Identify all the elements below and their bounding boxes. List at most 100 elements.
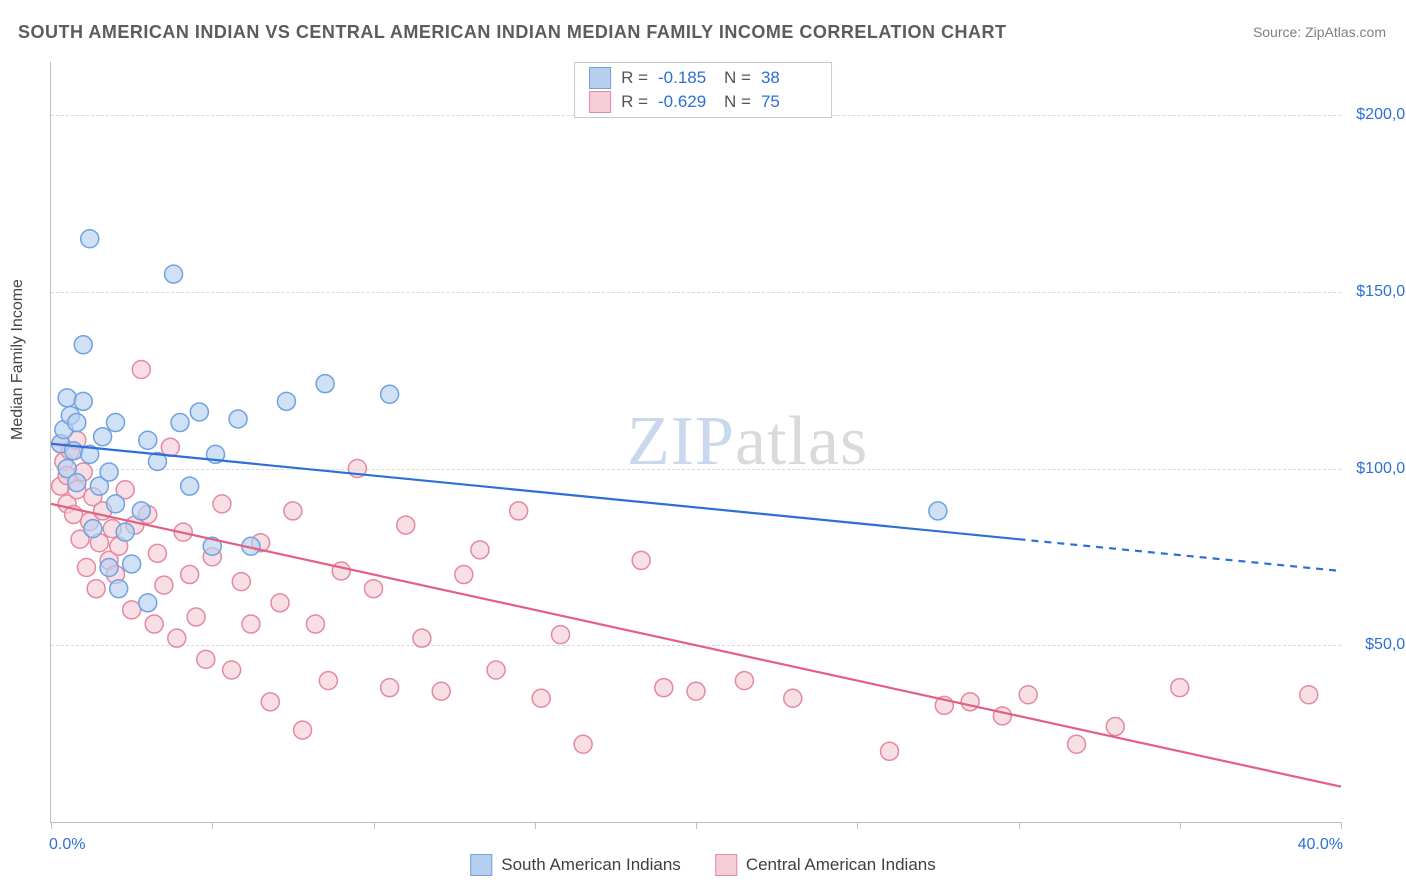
data-point-central (1300, 686, 1318, 704)
data-point-central (655, 679, 673, 697)
data-point-south (381, 385, 399, 403)
data-point-central (319, 672, 337, 690)
data-point-central (181, 566, 199, 584)
x-tick (1341, 822, 1342, 829)
x-tick (1180, 822, 1181, 829)
data-point-central (532, 689, 550, 707)
y-tick-label: $50,000 (1348, 636, 1406, 654)
data-point-south (123, 555, 141, 573)
x-tick (1019, 822, 1020, 829)
stat-n-label: N = (724, 68, 751, 88)
x-tick (374, 822, 375, 829)
data-point-central (735, 672, 753, 690)
data-point-central (168, 629, 186, 647)
data-point-central (397, 516, 415, 534)
data-point-central (132, 361, 150, 379)
data-point-central (223, 661, 241, 679)
data-point-central (77, 558, 95, 576)
source-label: Source: ZipAtlas.com (1253, 24, 1386, 40)
data-point-central (687, 682, 705, 700)
trend-line-dashed-south (1019, 539, 1342, 571)
data-point-south (139, 431, 157, 449)
swatch-central (589, 91, 611, 113)
data-point-south (58, 389, 76, 407)
data-point-central (1106, 718, 1124, 736)
scatter-svg (51, 62, 1341, 822)
data-point-central (148, 544, 166, 562)
data-point-central (471, 541, 489, 559)
data-point-central (294, 721, 312, 739)
data-point-south (68, 414, 86, 432)
legend-item-south: South American Indians (470, 854, 681, 876)
data-point-south (929, 502, 947, 520)
data-point-central (87, 580, 105, 598)
data-point-south (81, 230, 99, 248)
stat-n-central: 75 (761, 92, 817, 112)
data-point-south (190, 403, 208, 421)
swatch-south-legend (470, 854, 492, 876)
y-tick-label: $150,000 (1348, 283, 1406, 301)
data-point-south (171, 414, 189, 432)
data-point-central (187, 608, 205, 626)
data-point-south (165, 265, 183, 283)
data-point-central (161, 438, 179, 456)
y-tick-label: $100,000 (1348, 460, 1406, 478)
data-point-central (961, 693, 979, 711)
data-point-central (365, 580, 383, 598)
stat-r-label: R = (621, 92, 648, 112)
data-point-south (74, 336, 92, 354)
legend-item-central: Central American Indians (715, 854, 936, 876)
data-point-central (123, 601, 141, 619)
stat-r-label: R = (621, 68, 648, 88)
data-point-central (381, 679, 399, 697)
x-tick (696, 822, 697, 829)
x-tick (857, 822, 858, 829)
data-point-south (132, 502, 150, 520)
data-point-central (432, 682, 450, 700)
data-point-central (993, 707, 1011, 725)
chart-title: SOUTH AMERICAN INDIAN VS CENTRAL AMERICA… (18, 22, 1007, 43)
data-point-central (232, 573, 250, 591)
data-point-central (213, 495, 231, 513)
data-point-central (197, 650, 215, 668)
plot-area: ZIPatlas $50,000$100,000$150,000$200,000… (50, 62, 1341, 823)
correlation-stats-box: R = -0.185 N = 38 R = -0.629 N = 75 (574, 62, 832, 118)
stats-row-south: R = -0.185 N = 38 (589, 66, 817, 90)
bottom-legend: South American Indians Central American … (470, 854, 936, 876)
data-point-central (413, 629, 431, 647)
legend-label-south: South American Indians (501, 855, 681, 875)
data-point-central (784, 689, 802, 707)
data-point-south (181, 477, 199, 495)
data-point-central (155, 576, 173, 594)
data-point-central (510, 502, 528, 520)
data-point-south (107, 414, 125, 432)
data-point-central (271, 594, 289, 612)
stat-n-label: N = (724, 92, 751, 112)
x-tick (212, 822, 213, 829)
data-point-central (332, 562, 350, 580)
data-point-central (145, 615, 163, 633)
data-point-central (1019, 686, 1037, 704)
x-axis-max-label: 40.0% (1298, 836, 1343, 854)
data-point-central (261, 693, 279, 711)
data-point-south (139, 594, 157, 612)
data-point-south (100, 463, 118, 481)
y-axis-label: Median Family Income (9, 279, 27, 440)
data-point-south (74, 392, 92, 410)
data-point-central (487, 661, 505, 679)
data-point-south (229, 410, 247, 428)
data-point-south (107, 495, 125, 513)
data-point-south (316, 375, 334, 393)
data-point-south (277, 392, 295, 410)
trend-line-central (51, 504, 1341, 787)
stat-r-south: -0.185 (658, 68, 714, 88)
data-point-central (881, 742, 899, 760)
data-point-south (94, 428, 112, 446)
data-point-south (110, 580, 128, 598)
data-point-south (100, 558, 118, 576)
data-point-central (284, 502, 302, 520)
x-tick (51, 822, 52, 829)
stats-row-central: R = -0.629 N = 75 (589, 90, 817, 114)
data-point-central (1068, 735, 1086, 753)
data-point-central (574, 735, 592, 753)
